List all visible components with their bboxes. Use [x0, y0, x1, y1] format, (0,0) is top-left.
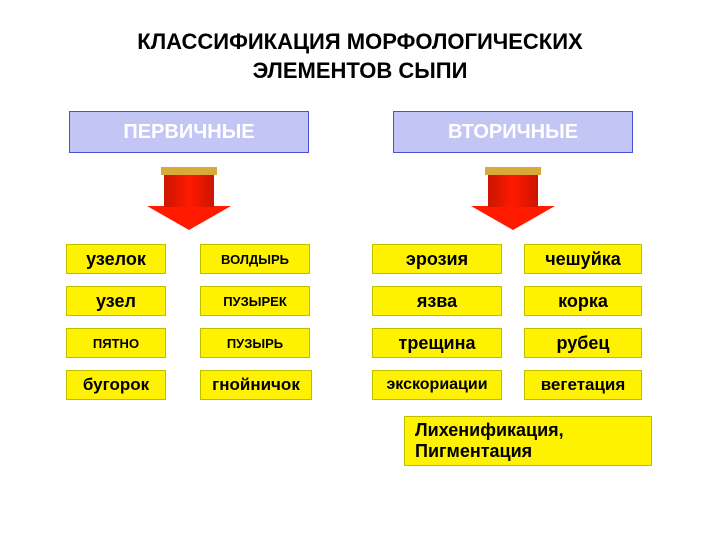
title-line-1: КЛАССИФИКАЦИЯ МОРФОЛОГИЧЕСКИХ: [0, 28, 720, 57]
bottom-box: Лихенификация, Пигментация: [404, 416, 652, 466]
item-box: узелок: [66, 244, 166, 274]
item-box: трещина: [372, 328, 502, 358]
item-box: гнойничок: [200, 370, 312, 400]
item-box: вегетация: [524, 370, 642, 400]
item-box: эрозия: [372, 244, 502, 274]
page-title: КЛАССИФИКАЦИЯ МОРФОЛОГИЧЕСКИХ ЭЛЕМЕНТОВ …: [0, 0, 720, 85]
header-primary: ПЕРВИЧНЫЕ: [69, 111, 309, 153]
item-box: ВОЛДЫРЬ: [200, 244, 310, 274]
arrow-secondary: [471, 167, 555, 230]
bottom-line-2: Пигментация: [415, 441, 532, 462]
columns-container: ПЕРВИЧНЫЕ узелок ВОЛДЫРЬ узел ПУЗЫРЕК ПЯТНО П…: [0, 111, 720, 466]
arrow-head: [147, 206, 231, 230]
item-box: корка: [524, 286, 642, 316]
item-box: ПЯТНО: [66, 328, 166, 358]
column-secondary: ВТОРИЧНЫЕ эрозия чешуйка язва корка трещина р…: [372, 111, 654, 466]
item-box: ПУЗЫРЕК: [200, 286, 310, 316]
item-box: ПУЗЫРЬ: [200, 328, 310, 358]
item-box: бугорок: [66, 370, 166, 400]
arrow-stem: [488, 175, 538, 207]
grid-primary: узелок ВОЛДЫРЬ узел ПУЗЫРЕК ПЯТНО ПУЗЫРЬ бугор…: [66, 244, 312, 400]
column-primary: ПЕРВИЧНЫЕ узелок ВОЛДЫРЬ узел ПУЗЫРЕК ПЯТНО П…: [66, 111, 312, 466]
header-secondary: ВТОРИЧНЫЕ: [393, 111, 633, 153]
item-box: узел: [66, 286, 166, 316]
arrow-gold-bar: [485, 167, 541, 175]
header-secondary-label: ВТОРИЧНЫЕ: [448, 121, 578, 144]
grid-secondary: эрозия чешуйка язва корка трещина рубец экскор…: [372, 244, 654, 400]
bottom-line-1: Лихенификация,: [415, 420, 564, 441]
arrow-stem: [164, 175, 214, 207]
item-box: экскориации: [372, 370, 502, 400]
title-line-2: ЭЛЕМЕНТОВ СЫПИ: [0, 57, 720, 86]
item-box: чешуйка: [524, 244, 642, 274]
header-primary-label: ПЕРВИЧНЫЕ: [123, 121, 254, 144]
arrow-head: [471, 206, 555, 230]
arrow-primary: [147, 167, 231, 230]
arrow-gold-bar: [161, 167, 217, 175]
item-box: язва: [372, 286, 502, 316]
item-box: рубец: [524, 328, 642, 358]
